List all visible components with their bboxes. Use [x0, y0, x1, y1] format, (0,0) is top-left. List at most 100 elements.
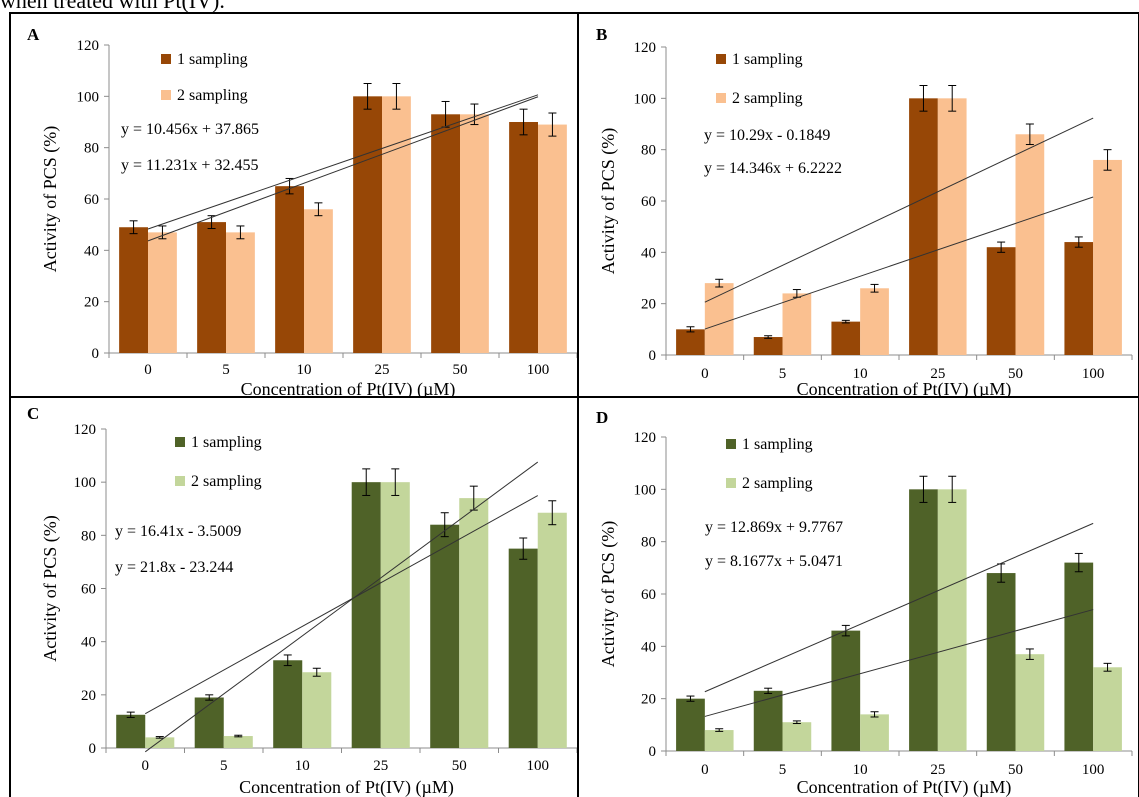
y-tick-label: 80 — [641, 535, 656, 551]
y-tick-label: 100 — [634, 482, 657, 498]
legend-label: 1 sampling — [177, 51, 248, 68]
y-axis-title: Activity of PCS (%) — [40, 515, 61, 662]
bar-series1 — [1064, 242, 1094, 355]
bar-series1 — [351, 482, 381, 748]
trendline — [145, 495, 538, 715]
x-axis-title: Concentration of Pt(IV) (µM) — [797, 379, 1012, 397]
y-tick-label: 60 — [641, 587, 656, 603]
x-tick-label: 10 — [295, 758, 310, 774]
bar-series2 — [382, 96, 411, 353]
y-tick-label: 120 — [77, 38, 100, 54]
bar-series1 — [194, 697, 224, 748]
trendline — [147, 96, 539, 242]
bar-series2 — [302, 672, 332, 748]
bar-series2 — [937, 98, 967, 355]
bar-series2 — [704, 730, 734, 751]
y-tick-label: 120 — [634, 40, 657, 56]
legend-swatch-series2 — [161, 90, 171, 100]
x-tick-label: 5 — [220, 758, 228, 774]
legend-swatch-series2 — [716, 93, 726, 103]
trendline-equation: y = 11.231x + 32.455 — [121, 157, 258, 174]
bar-series1 — [753, 337, 783, 355]
y-tick-label: 80 — [641, 143, 656, 159]
y-axis-title: Activity of PCS (%) — [598, 128, 619, 275]
y-tick-label: 120 — [634, 430, 657, 446]
panel-a: A 0 20 40 60 80 100 120 0 5 10 25 50 100 1 sampling 2 s… — [9, 12, 578, 397]
bar-series1 — [909, 489, 938, 751]
x-tick-label: 100 — [1082, 762, 1105, 778]
y-axis-title: Activity of PCS (%) — [40, 126, 61, 273]
y-tick-label: 100 — [74, 475, 97, 491]
bar-series1 — [430, 524, 460, 748]
panel-label: A — [27, 25, 40, 44]
x-tick-label: 100 — [527, 758, 550, 774]
x-tick-label: 10 — [853, 762, 868, 778]
bar-series2 — [782, 293, 812, 355]
legend-swatch-series1 — [161, 54, 171, 64]
y-tick-label: 20 — [81, 688, 96, 704]
legend-swatch-series2 — [726, 478, 736, 488]
trendline-equation: y = 10.456x + 37.865 — [121, 121, 259, 138]
bar-series1 — [909, 98, 938, 355]
y-axis-title: Activity of PCS (%) — [598, 521, 619, 668]
bar-series1 — [1064, 562, 1094, 751]
legend-label: 2 sampling — [742, 475, 813, 492]
y-tick-label: 40 — [81, 635, 96, 651]
bar-series2 — [380, 482, 410, 748]
y-tick-label: 40 — [84, 243, 99, 259]
x-tick-label: 50 — [1008, 762, 1023, 778]
chart-c: C 0 20 40 60 80 100 120 0 5 10 25 50 100 1 sampling 2 s… — [27, 404, 578, 797]
bar-series1 — [676, 698, 705, 751]
y-tick-label: 20 — [641, 692, 656, 708]
y-tick-label: 0 — [89, 741, 97, 757]
x-tick-label: 25 — [375, 362, 390, 378]
trendline-equation: y = 12.869x + 9.7767 — [705, 519, 843, 536]
panel-label: C — [27, 404, 39, 423]
x-tick-label: 10 — [853, 366, 868, 382]
y-tick-label: 60 — [84, 192, 99, 208]
chart-a: A 0 20 40 60 80 100 120 0 5 10 25 50 100 1 sampling 2 s… — [27, 25, 578, 397]
bar-series2 — [148, 232, 177, 353]
x-tick-label: 25 — [373, 758, 388, 774]
figure-caption: when treated with Pt(IV). — [0, 0, 225, 13]
bar-series1 — [275, 186, 304, 353]
legend-swatch-series2 — [175, 476, 185, 486]
legend-label: 1 sampling — [191, 434, 262, 451]
legend-swatch-series1 — [716, 54, 726, 64]
x-tick-label: 0 — [144, 362, 152, 378]
x-axis-title: Concentration of Pt(IV) (µM) — [239, 777, 454, 797]
bar-series2 — [1015, 134, 1045, 355]
y-tick-label: 80 — [81, 528, 96, 544]
x-axis-title: Concentration of Pt(IV) (µM) — [797, 777, 1012, 797]
y-tick-label: 80 — [84, 141, 99, 157]
bar-series2 — [459, 498, 489, 748]
bar-series2 — [1015, 654, 1045, 751]
bar-series2 — [304, 209, 333, 353]
legend-swatch-series1 — [726, 439, 736, 449]
trendline-equation: y = 8.1677x + 5.0471 — [705, 553, 843, 570]
panel-label: B — [596, 25, 607, 44]
y-tick-label: 0 — [92, 346, 100, 362]
trendline — [704, 117, 1094, 303]
legend-label: 1 sampling — [742, 436, 813, 453]
x-tick-label: 5 — [222, 362, 230, 378]
bar-series1 — [753, 690, 783, 751]
panel-c: C 0 20 40 60 80 100 120 0 5 10 25 50 100 1 sampling 2 s… — [9, 397, 578, 797]
legend-swatch-series1 — [175, 437, 185, 447]
bar-series2 — [223, 736, 253, 748]
bar-series1 — [986, 247, 1016, 355]
x-tick-label: 50 — [1008, 366, 1023, 382]
legend-label: 2 sampling — [732, 90, 803, 107]
legend-label: 1 sampling — [732, 51, 803, 68]
y-tick-label: 20 — [84, 295, 99, 311]
frame-middle-vertical — [577, 12, 579, 797]
frame-left — [9, 12, 11, 797]
x-tick-label: 10 — [297, 362, 312, 378]
bar-series1 — [508, 548, 538, 748]
y-tick-label: 40 — [641, 639, 656, 655]
bar-series1 — [676, 329, 705, 355]
bar-series2 — [145, 737, 175, 748]
frame-top — [9, 12, 1139, 14]
bar-series2 — [226, 232, 255, 353]
bar-series2 — [782, 722, 812, 751]
